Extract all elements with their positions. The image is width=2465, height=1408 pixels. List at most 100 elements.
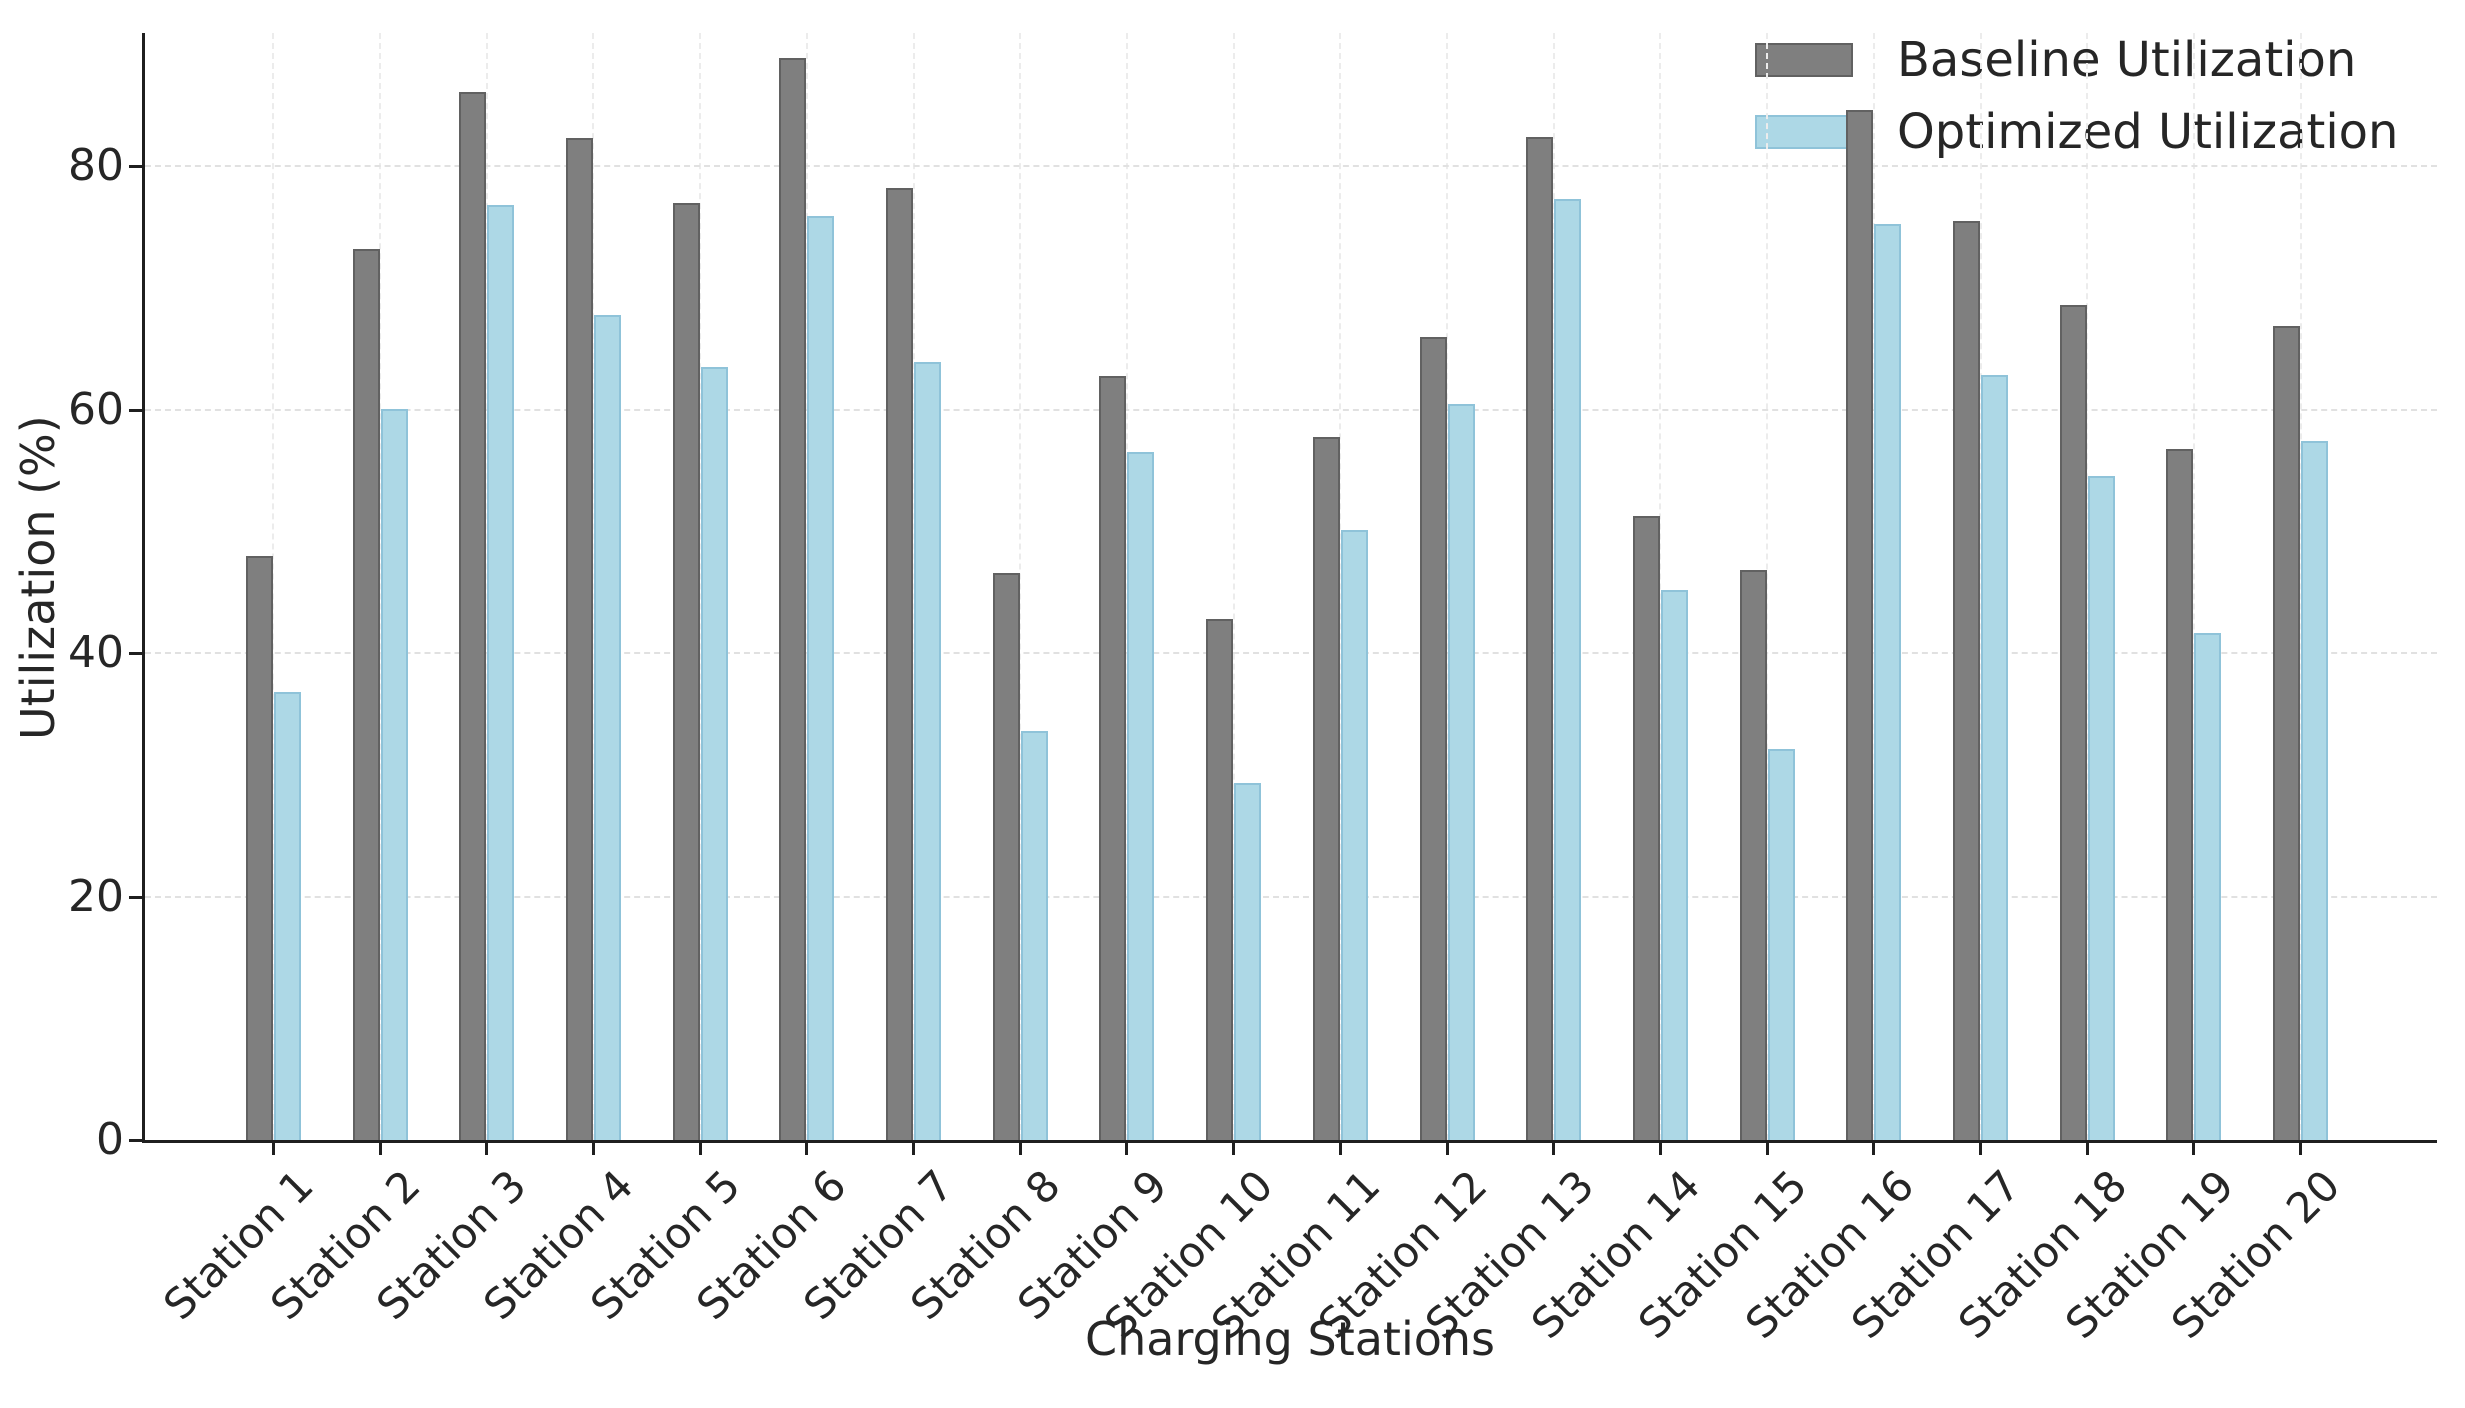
- bar-baseline-station-16: [1846, 110, 1874, 1140]
- x-gridline: [1019, 33, 1022, 1140]
- bar-optimized-station-18: [2087, 475, 2115, 1140]
- x-tick: [485, 1143, 489, 1155]
- bar-baseline-station-13: [1526, 137, 1554, 1140]
- bar-baseline-station-18: [2059, 305, 2087, 1140]
- x-tick: [2192, 1143, 2196, 1155]
- y-tick: [129, 652, 142, 656]
- x-gridline: [2192, 33, 2195, 1140]
- x-gridline: [699, 33, 702, 1140]
- bar-optimized-station-11: [1340, 530, 1368, 1140]
- x-gridline: [1125, 33, 1128, 1140]
- bar-optimized-station-12: [1447, 403, 1475, 1140]
- x-tick: [1125, 1143, 1129, 1155]
- x-tick: [591, 1143, 595, 1155]
- x-tick: [1658, 1143, 1662, 1155]
- bar-optimized-station-7: [914, 362, 941, 1140]
- bar-baseline-station-1: [245, 555, 273, 1140]
- bar-baseline-station-14: [1632, 515, 1660, 1140]
- bar-optimized-station-3: [487, 205, 515, 1140]
- x-tick: [2299, 1143, 2303, 1155]
- y-gridline: [145, 652, 2437, 655]
- x-gridline: [272, 33, 275, 1140]
- y-axis-spine: [142, 33, 145, 1143]
- bar-optimized-station-16: [1874, 223, 1902, 1140]
- baseline-swatch-icon: [1755, 43, 1853, 77]
- y-tick-label: 80: [68, 140, 124, 192]
- x-tick: [1979, 1143, 1982, 1155]
- x-gridline: [1766, 33, 1769, 1140]
- bar-optimized-station-13: [1554, 199, 1582, 1140]
- x-tick: [1765, 1143, 1769, 1155]
- x-gridline: [1872, 33, 1875, 1140]
- x-tick: [271, 1143, 275, 1155]
- x-gridline: [1339, 33, 1342, 1140]
- y-gridline: [145, 165, 2437, 168]
- bar-optimized-station-4: [593, 314, 621, 1140]
- bar-optimized-station-15: [1767, 749, 1795, 1140]
- x-tick: [698, 1143, 702, 1155]
- bar-optimized-station-6: [807, 216, 835, 1140]
- x-tick: [1445, 1143, 1449, 1155]
- bar-optimized-station-17: [1981, 374, 2008, 1140]
- x-axis-spine: [142, 1140, 2437, 1143]
- x-gridline: [1552, 33, 1555, 1140]
- x-tick: [2085, 1143, 2089, 1155]
- legend-item-baseline: Baseline Utilization: [1755, 32, 2398, 88]
- bar-baseline-station-3: [459, 92, 487, 1140]
- legend-label-baseline: Baseline Utilization: [1897, 32, 2357, 88]
- bar-baseline-station-15: [1739, 570, 1767, 1140]
- x-gridline: [2299, 33, 2302, 1140]
- bar-optimized-station-5: [700, 367, 728, 1140]
- optimized-swatch-icon: [1755, 115, 1853, 149]
- bar-baseline-station-17: [1953, 221, 1980, 1140]
- y-tick: [129, 895, 142, 899]
- bar-baseline-station-2: [352, 249, 380, 1140]
- x-tick: [1018, 1143, 1022, 1155]
- x-tick: [378, 1143, 382, 1155]
- y-gridline: [145, 895, 2437, 898]
- x-gridline: [592, 33, 595, 1140]
- bar-optimized-station-8: [1020, 731, 1048, 1140]
- bar-optimized-station-19: [2194, 632, 2222, 1140]
- bar-baseline-station-11: [1312, 436, 1340, 1140]
- bar-baseline-station-6: [779, 58, 807, 1140]
- x-gridline: [1232, 33, 1235, 1140]
- x-tick: [912, 1143, 915, 1155]
- x-tick: [805, 1143, 809, 1155]
- legend-label-optimized: Optimized Utilization: [1897, 104, 2399, 160]
- bar-baseline-station-7: [886, 188, 913, 1140]
- y-tick-label: 60: [68, 383, 124, 435]
- x-gridline: [805, 33, 808, 1140]
- y-tick-label: 20: [68, 870, 124, 922]
- x-gridline: [379, 33, 381, 1140]
- bar-optimized-station-9: [1127, 452, 1155, 1140]
- x-gridline: [2086, 33, 2089, 1140]
- y-gridline: [145, 408, 2437, 411]
- x-gridline: [1979, 33, 1982, 1140]
- bar-baseline-station-4: [565, 138, 593, 1140]
- x-tick: [1552, 1143, 1556, 1155]
- x-gridline: [1446, 33, 1448, 1140]
- bar-baseline-station-12: [1419, 336, 1447, 1140]
- bar-baseline-station-8: [992, 572, 1020, 1140]
- x-gridline: [1659, 33, 1662, 1140]
- y-tick: [129, 408, 142, 412]
- bar-baseline-station-5: [672, 202, 700, 1140]
- y-tick: [129, 1139, 142, 1142]
- bar-baseline-station-10: [1206, 619, 1234, 1140]
- bar-optimized-station-2: [380, 408, 408, 1140]
- bar-baseline-station-9: [1099, 375, 1127, 1140]
- x-tick: [1338, 1143, 1342, 1155]
- x-axis-title: Charging Stations: [1084, 1312, 1496, 1366]
- bar-optimized-station-14: [1660, 589, 1688, 1140]
- y-tick: [129, 165, 142, 169]
- y-tick-label: 0: [96, 1114, 124, 1165]
- y-axis-title: Utilization (%): [11, 415, 65, 740]
- bar-baseline-station-20: [2273, 325, 2301, 1140]
- bar-optimized-station-10: [1234, 783, 1262, 1140]
- x-tick: [1872, 1143, 1876, 1155]
- x-gridline: [485, 33, 488, 1140]
- y-tick-label: 40: [68, 627, 124, 679]
- bar-optimized-station-1: [273, 692, 301, 1140]
